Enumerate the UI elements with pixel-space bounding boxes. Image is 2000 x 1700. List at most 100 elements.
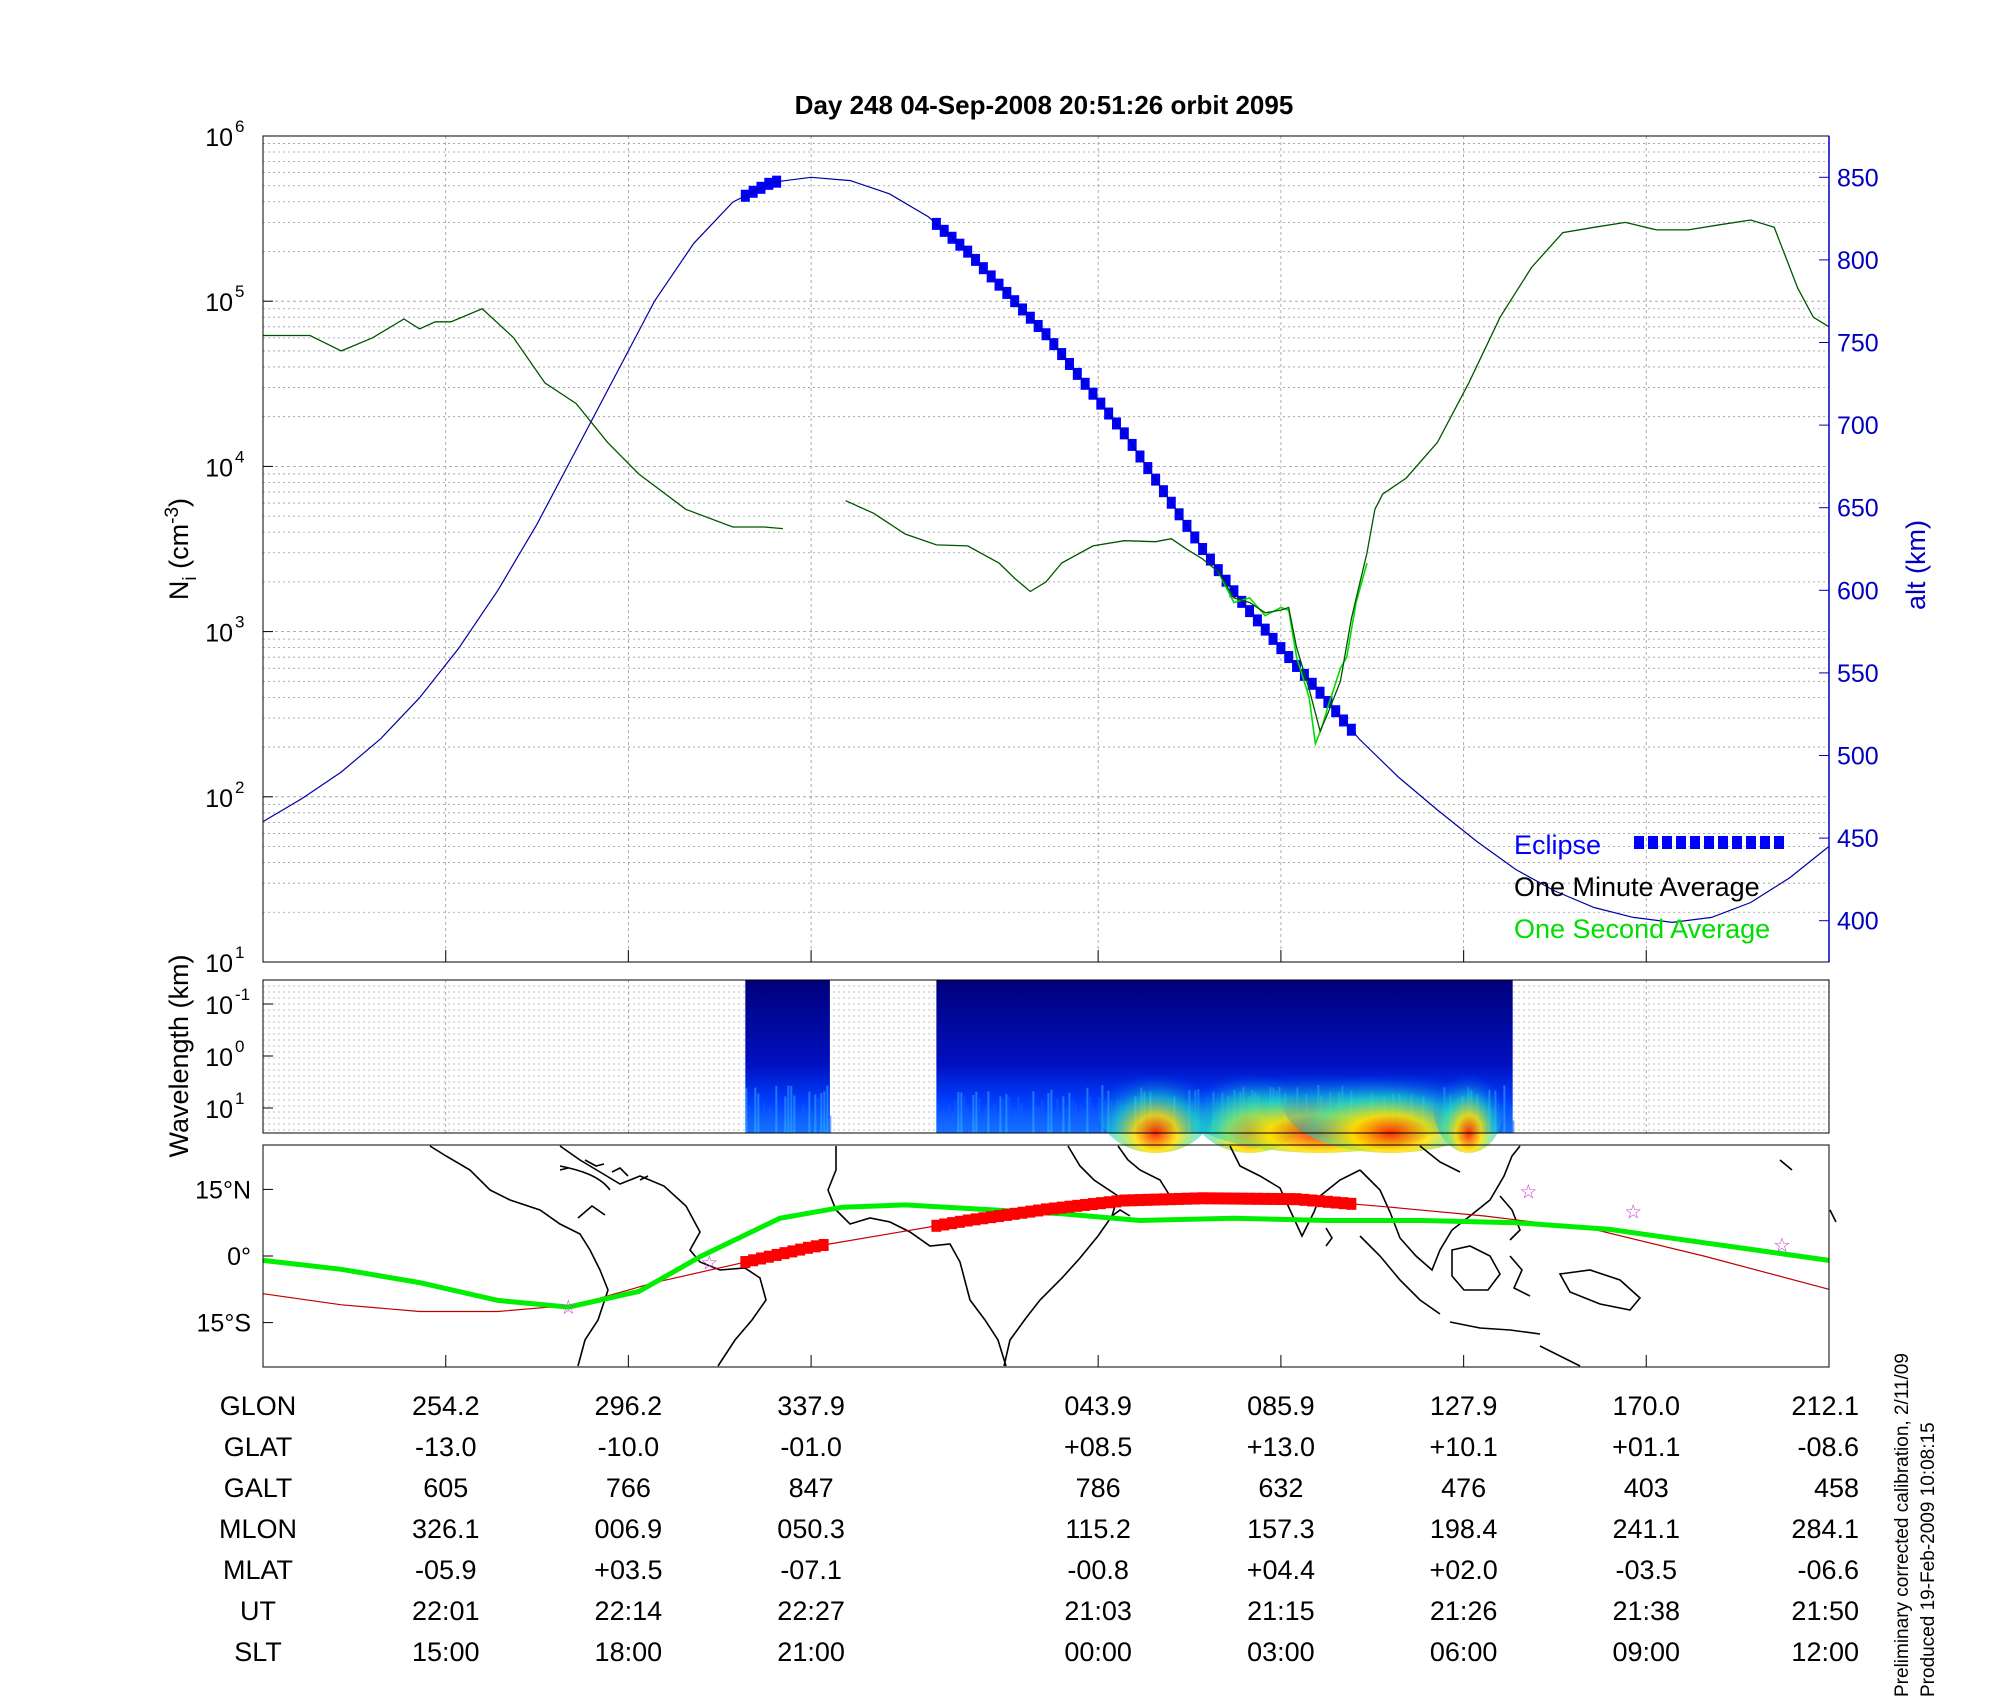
legend-eclipse-label: Eclipse [1514,830,1601,860]
lat-tick-label: 15°N [195,1176,251,1204]
spectrogram-streak [1092,1107,1095,1133]
map-ground-track [262,1202,1830,1310]
spectrogram-streak [808,1091,811,1133]
spectrogram-streak [1014,1110,1017,1133]
spectrogram-streak [1065,1106,1068,1133]
map-eclipse-marker [810,1240,821,1253]
y-tick-label: 10 [205,620,233,648]
spectrogram-streak [817,1098,820,1133]
map-eclipse-marker [1228,1192,1239,1205]
map-eclipse-marker [1275,1193,1286,1206]
legend: Eclipse One Minute Average One Second Av… [1514,830,1784,944]
ephemeris-cell: 212.1 [1791,1391,1859,1421]
spectrogram-streak [1089,1097,1092,1133]
ephemeris-cell: 22:27 [777,1596,845,1626]
y-tick-label-exponent: 0 [235,1037,244,1056]
map-grid [445,1355,1830,1367]
map-eclipse-marker [1033,1204,1044,1217]
spectrogram-streak [969,1118,972,1133]
map-eclipse-marker [1041,1203,1051,1216]
spectrogram-hotspot [1432,1053,1505,1153]
y-tick-label: 10 [205,1044,233,1072]
spectrogram-streak [1047,1093,1050,1133]
spectrogram-streak [811,1109,814,1133]
coast-indochina [1359,1145,1521,1272]
map-eclipse-marker [1009,1207,1020,1220]
series-altitude [262,176,1830,924]
ephemeris-cell: 847 [789,1473,834,1503]
spectrogram-streak [1095,1113,1098,1133]
map-eclipse-marker [970,1213,981,1226]
legend-eclipse-marker [1634,836,1784,849]
map-eclipse-marker [1001,1208,1012,1221]
spectrogram-streak [784,1096,787,1133]
ephemeris-cell: 21:00 [777,1637,845,1667]
footer-produced: Produced 19-Feb-2009 10:08:15 [1918,1422,1939,1697]
y2-tick-label: 800 [1837,247,1879,275]
spectrogram-streak [1038,1106,1041,1133]
y-tick-label-exponent: 3 [235,613,244,632]
coast-java [1449,1321,1541,1335]
coast-sumatra [1359,1235,1441,1315]
y-tick-label-exponent: 6 [235,117,244,136]
map-eclipse-marker [962,1214,973,1227]
map-eclipse-marker [939,1218,950,1231]
map-eclipse-marker [1291,1193,1302,1206]
coast-africa-east [1003,1145,1119,1367]
spectrogram-streak [805,1109,808,1133]
spectrogram-blocks [745,980,1515,1153]
map-eclipse-marker [1134,1194,1145,1207]
spectrogram-streak [748,1105,751,1133]
spectrogram-streak [1512,1120,1515,1133]
spectrogram-streak [1074,1102,1077,1133]
legend-eclipse-square [1718,836,1728,849]
spectrogram-streak [1509,1106,1512,1133]
spectrogram-streak [945,1122,948,1133]
ephemeris-cell: -01.0 [780,1432,842,1462]
y2-tick-label: 700 [1837,412,1879,440]
map-eclipse-marker [1048,1202,1059,1215]
spectrogram-streak [1026,1117,1029,1133]
coast-sulawesi [1509,1255,1531,1297]
legend-eclipse-square [1676,836,1686,849]
map-eclipse-marker [763,1250,774,1263]
spectrogram-streak [990,1110,993,1133]
ephemeris-cell: -10.0 [598,1432,660,1462]
spectrogram-streak [948,1103,951,1133]
spectrogram-hotspot [1095,1053,1216,1153]
map-eclipse-marker [1111,1195,1122,1208]
legend-eclipse-square [1704,836,1714,849]
map-eclipse-marker [947,1217,958,1230]
spectrogram-streak [778,1116,781,1133]
map-eclipse-marker [986,1211,997,1224]
density-axis-label: Ni (cm-3) [162,498,201,600]
ephemeris-cell: 403 [1624,1473,1669,1503]
map-eclipse-marker [1205,1192,1216,1205]
coast-arabia [1117,1145,1171,1197]
map-eclipse-marker [1221,1192,1232,1205]
ephemeris-cell: 632 [1258,1473,1303,1503]
coast-borneo [1451,1245,1501,1291]
ephemeris-row-label: GLAT [224,1432,293,1462]
altitude-axis-label: alt (km) [1901,520,1931,610]
spectrogram-streak [993,1104,996,1133]
spectrogram-streak [1032,1091,1035,1133]
map-eclipse-marker [1158,1193,1169,1206]
map-eclipse-marker [755,1252,766,1265]
ephemeris-row-label: MLON [219,1514,297,1544]
spectrogram-streak [1029,1117,1032,1133]
ephemeris-cell: +01.1 [1612,1432,1680,1462]
map-eclipse-marker [1119,1194,1130,1207]
map-star-marker: ☆ [559,1295,577,1319]
map-eclipse-marker [748,1254,759,1267]
coast-pacific-islands [1779,1159,1837,1223]
ephemeris-table: GLON 254.2 296.2 337.9 043.9 085.9 127.9 170.0 2… [219,1391,1859,1667]
ephemeris-cell: 12:00 [1791,1637,1859,1667]
map-eclipse-marker [1181,1192,1192,1205]
ephemeris-cell: +04.4 [1247,1555,1315,1585]
spectrogram-streak [775,1085,778,1133]
map-eclipse-marker [994,1210,1005,1223]
spectrogram-streak [1053,1110,1056,1133]
map-tracks: ☆ ☆ ☆ ☆ ☆ [262,1180,1830,1319]
ephemeris-cell: 09:00 [1612,1637,1680,1667]
